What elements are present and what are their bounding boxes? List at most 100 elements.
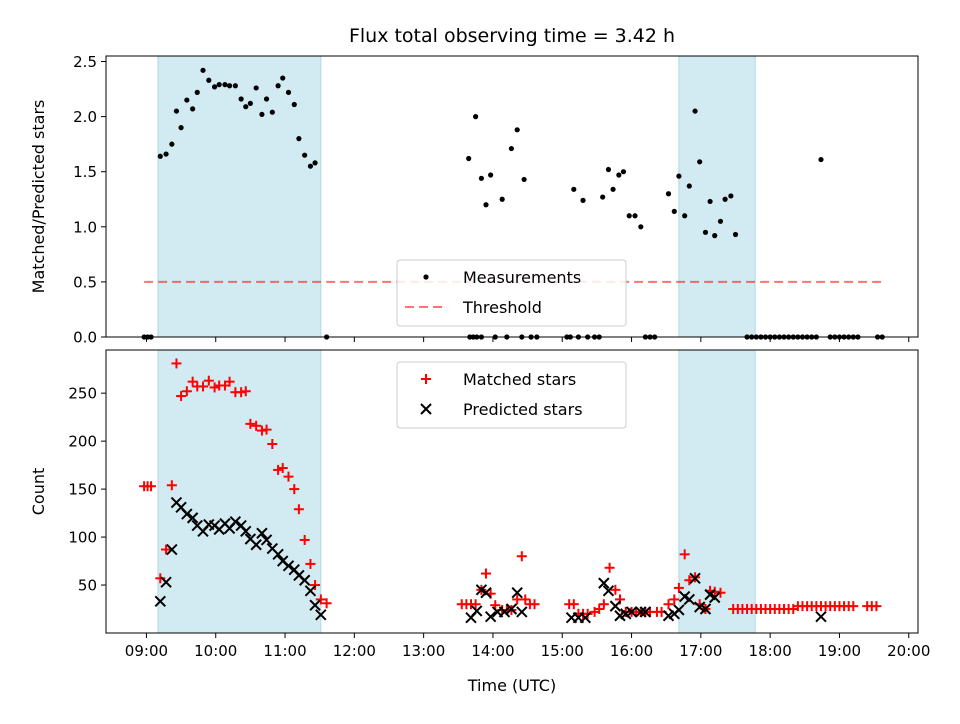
data-point bbox=[253, 85, 259, 91]
data-point bbox=[157, 153, 163, 159]
data-point bbox=[161, 544, 172, 555]
x-b bbox=[471, 605, 483, 617]
data-point bbox=[315, 609, 327, 621]
shaded-interval-2 bbox=[678, 349, 756, 634]
x-b bbox=[256, 527, 268, 539]
x-b bbox=[689, 572, 701, 585]
x-b bbox=[678, 590, 691, 603]
data-point bbox=[232, 83, 238, 89]
data-point bbox=[312, 160, 318, 166]
data-point bbox=[602, 585, 615, 597]
data-point bbox=[315, 594, 326, 605]
x-b bbox=[475, 584, 488, 596]
data-point bbox=[263, 96, 270, 102]
data-point bbox=[686, 183, 692, 189]
x-b bbox=[602, 585, 615, 597]
top-panel: 0.0 0.5 1.0 1.5 2.0 2.5 Matched/Predicted star… bbox=[29, 53, 919, 347]
data-point bbox=[689, 572, 701, 585]
data-point bbox=[699, 603, 712, 615]
data-point bbox=[610, 186, 616, 192]
data-point bbox=[663, 599, 674, 610]
data-point bbox=[484, 610, 497, 623]
data-point bbox=[229, 516, 242, 528]
data-point bbox=[203, 375, 214, 386]
x-b bbox=[420, 403, 432, 415]
x-tick-label: 19:00 bbox=[818, 642, 861, 660]
data-point bbox=[267, 439, 278, 450]
data-point bbox=[473, 114, 479, 120]
y-tick-label: 150 bbox=[68, 481, 97, 499]
data-point bbox=[529, 599, 540, 610]
x-tick-label: 20:00 bbox=[887, 642, 930, 660]
y-tick-label: 100 bbox=[68, 529, 97, 547]
data-point bbox=[511, 587, 523, 599]
x-b bbox=[673, 604, 685, 616]
data-point bbox=[697, 159, 703, 165]
x-b bbox=[625, 606, 638, 618]
data-point bbox=[251, 420, 262, 431]
x-b bbox=[480, 587, 492, 599]
data-point bbox=[245, 418, 256, 429]
axes-frame bbox=[105, 349, 919, 634]
data-point bbox=[304, 585, 317, 597]
x-b bbox=[498, 606, 511, 618]
data-point bbox=[166, 543, 178, 556]
data-point bbox=[154, 595, 166, 608]
x-b bbox=[484, 610, 497, 623]
x-b bbox=[709, 591, 721, 604]
data-point bbox=[732, 231, 739, 238]
data-point bbox=[717, 218, 724, 224]
data-point bbox=[471, 605, 483, 617]
x-b bbox=[639, 606, 652, 618]
data-point bbox=[620, 169, 627, 175]
data-point bbox=[310, 580, 321, 591]
data-point bbox=[673, 604, 685, 616]
data-point bbox=[692, 108, 698, 114]
data-point bbox=[186, 512, 199, 524]
data-point bbox=[224, 376, 235, 387]
data-point bbox=[176, 391, 187, 402]
data-point bbox=[470, 599, 481, 610]
data-point bbox=[261, 424, 272, 435]
y-tick-label: 0.5 bbox=[73, 273, 97, 291]
data-point bbox=[871, 601, 882, 612]
x-b bbox=[516, 606, 528, 618]
data-point bbox=[321, 598, 332, 609]
x-b bbox=[260, 534, 273, 546]
data-point bbox=[260, 534, 273, 546]
x-tick-label: 13:00 bbox=[402, 642, 445, 660]
data-point bbox=[610, 584, 621, 595]
legend-marker-matched bbox=[421, 374, 431, 384]
data-point bbox=[702, 229, 709, 235]
data-point bbox=[669, 594, 680, 605]
x-b bbox=[272, 548, 284, 561]
data-point bbox=[226, 83, 233, 89]
data-point bbox=[598, 577, 610, 589]
data-point bbox=[243, 104, 249, 110]
x-b bbox=[175, 501, 187, 514]
y-tick-label: 1.5 bbox=[73, 163, 97, 181]
data-point bbox=[166, 480, 177, 491]
data-point bbox=[480, 587, 492, 599]
data-point bbox=[676, 173, 682, 179]
data-point bbox=[580, 197, 586, 203]
x-tick-label: 15:00 bbox=[541, 642, 584, 660]
x-b bbox=[282, 560, 295, 572]
data-point bbox=[516, 606, 528, 618]
data-point bbox=[209, 382, 220, 393]
data-point bbox=[275, 83, 281, 89]
data-point bbox=[298, 574, 311, 586]
data-point bbox=[673, 582, 684, 593]
y-tick-label: 2.0 bbox=[73, 108, 97, 126]
legend: Measurements Threshold bbox=[396, 259, 627, 327]
data-point bbox=[238, 96, 244, 102]
x-tick-label: 11:00 bbox=[263, 642, 306, 660]
x-b bbox=[315, 609, 327, 621]
data-point bbox=[594, 604, 605, 615]
data-point bbox=[259, 111, 265, 118]
data-point bbox=[600, 194, 606, 200]
data-point bbox=[478, 175, 484, 181]
x-b bbox=[598, 577, 610, 589]
data-point bbox=[707, 198, 713, 205]
data-point bbox=[635, 606, 647, 618]
